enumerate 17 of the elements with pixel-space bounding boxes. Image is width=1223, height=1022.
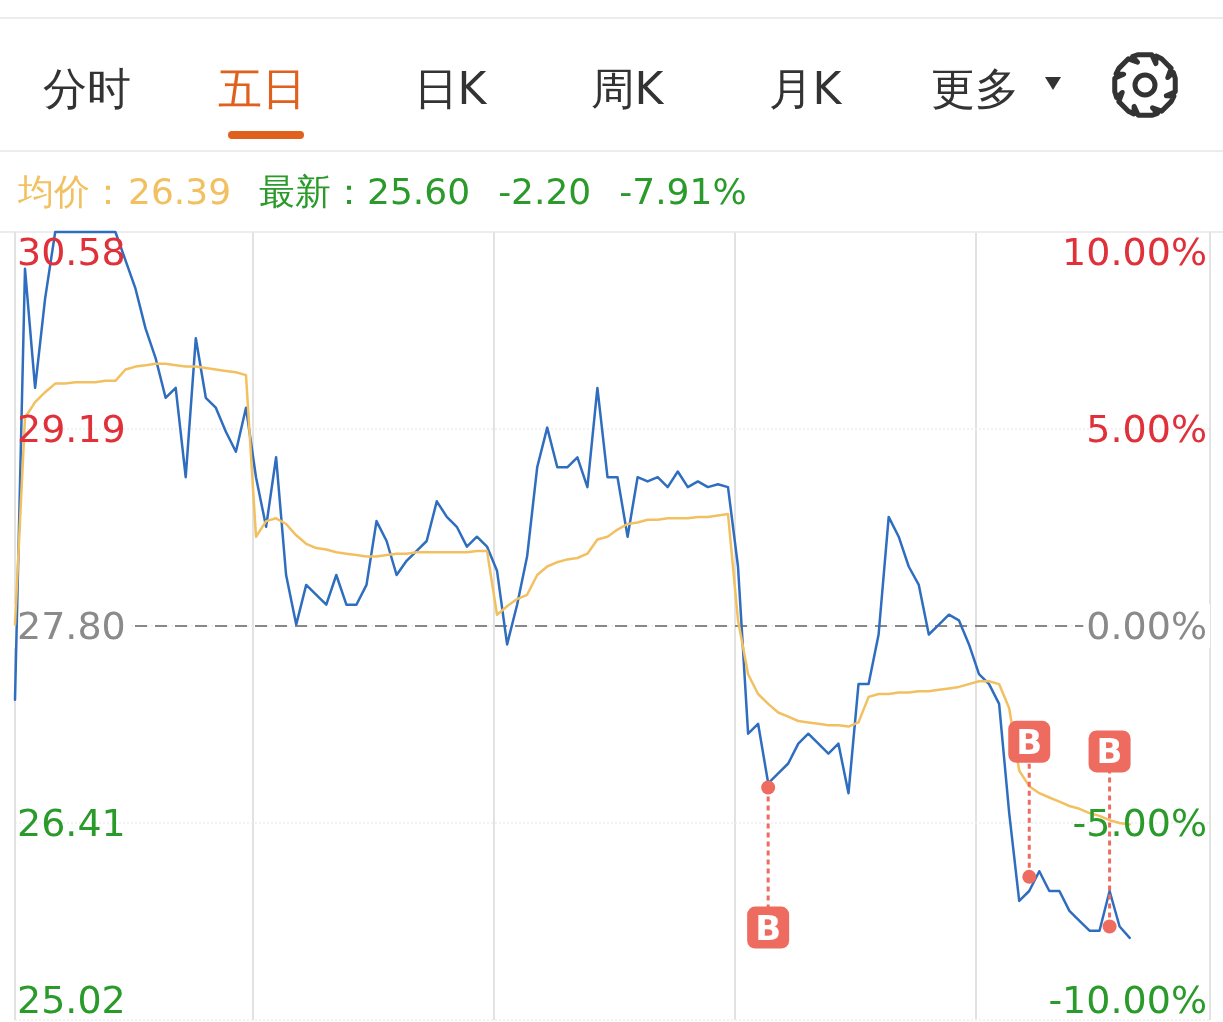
data-label: B xyxy=(1096,731,1123,772)
data-label: B xyxy=(755,907,782,948)
y-tick-label: 25.02 xyxy=(17,978,126,1022)
data-label: B xyxy=(1016,721,1043,762)
y2-tick-label: 5.00% xyxy=(1086,407,1207,451)
y2-tick-label: -10.00% xyxy=(1048,978,1207,1022)
text: -2.20 xyxy=(498,171,592,212)
y-tick-label: 26.41 xyxy=(17,801,126,845)
y2-tick-label: 10.00% xyxy=(1062,230,1207,274)
text: 26.39 xyxy=(128,171,232,212)
text: 最新：25.60 xyxy=(259,171,471,212)
y2-tick-label: -5.00% xyxy=(1072,801,1207,845)
y2-tick-label: 0.00% xyxy=(1086,604,1207,648)
text: 均价： xyxy=(17,171,126,212)
text: -7.91% xyxy=(619,171,747,212)
y-tick-label: 27.80 xyxy=(17,604,126,648)
tabs: 分时 五日 日K 周K 月K 更多 xyxy=(43,63,1019,114)
